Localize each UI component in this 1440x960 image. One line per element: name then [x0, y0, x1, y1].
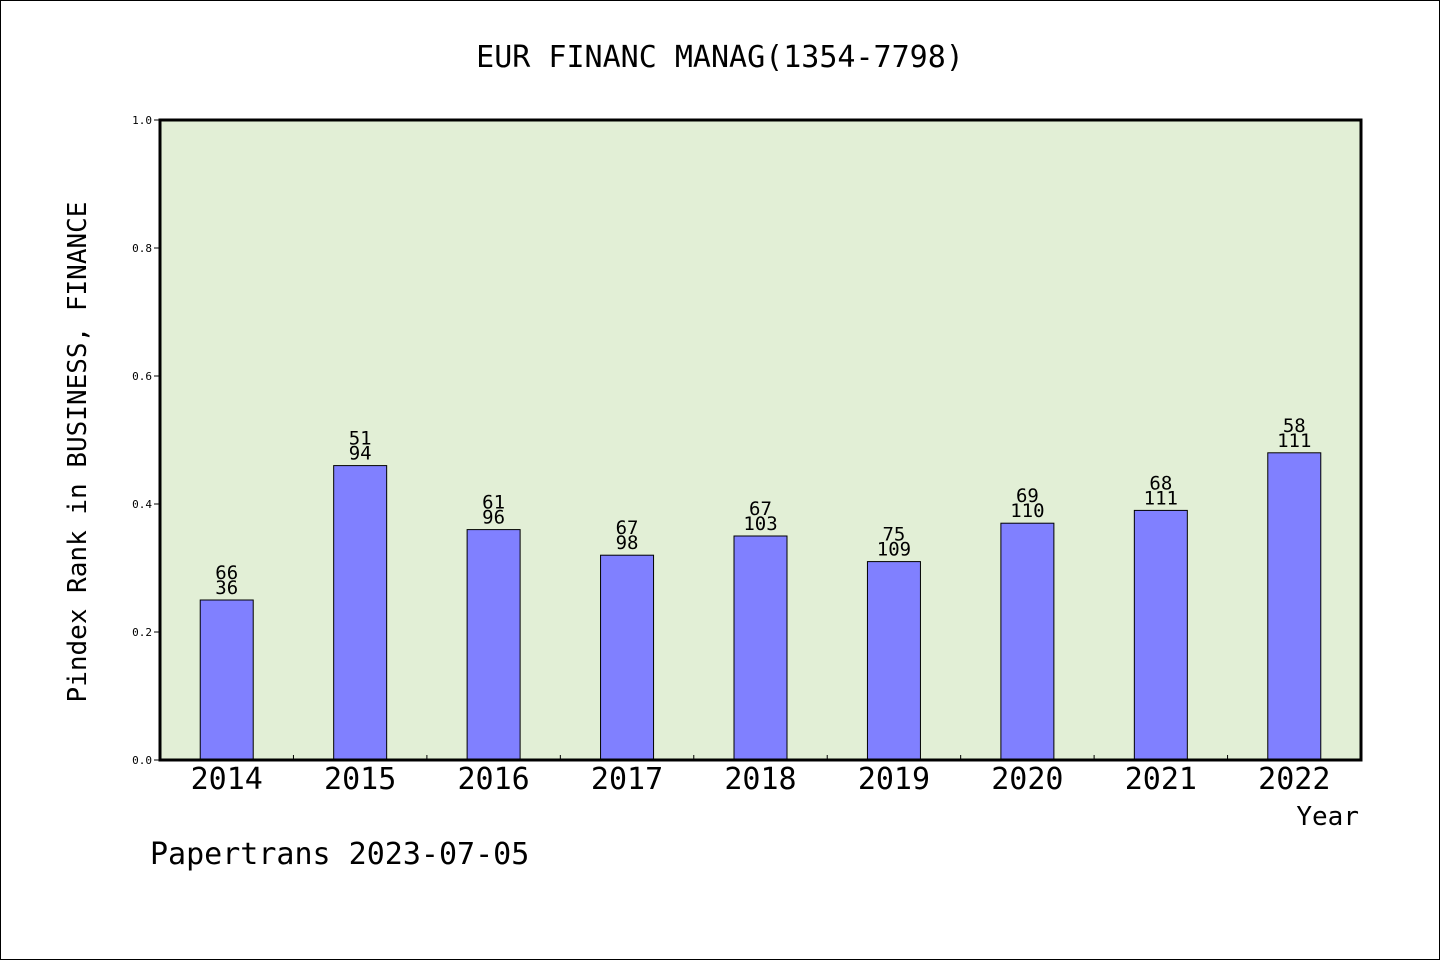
bar-2014	[199, 599, 254, 761]
chart-title: EUR FINANC MANAG(1354-7798)	[476, 40, 964, 75]
bar-2020	[1000, 522, 1055, 761]
x-tick-label: 2022	[1258, 762, 1330, 797]
x-axis-label: Year	[1296, 802, 1359, 832]
bar-label-bottom: 111	[1277, 430, 1311, 452]
bar-label-top: 51	[349, 428, 372, 450]
x-tick-label: 2018	[724, 762, 796, 797]
bar-label-top: 68	[1149, 472, 1172, 494]
y-tick-label: 1.0	[132, 114, 152, 127]
bar-2016	[466, 529, 521, 761]
bar-label-bottom: 103	[743, 513, 777, 535]
bar-label-bottom: 110	[1010, 500, 1044, 522]
bar-label-top: 67	[616, 517, 639, 539]
plot-border	[158, 118, 1363, 762]
bar-2017	[600, 554, 655, 761]
footer-credit: Papertrans 2023-07-05	[150, 837, 529, 872]
bar-2022	[1267, 452, 1322, 761]
x-tick-label: 2019	[858, 762, 930, 797]
bar-label-top: 61	[482, 492, 505, 514]
bar-2021	[1133, 509, 1188, 761]
bar-label-top: 75	[882, 524, 905, 546]
y-axis-label: Pindex Rank in BUSINESS, FINANCE	[63, 202, 93, 703]
y-tick-label: 0.0	[132, 754, 152, 767]
bar-label-top: 67	[749, 498, 772, 520]
y-tick-label: 0.4	[132, 498, 152, 511]
bar-label-top: 69	[1016, 485, 1039, 507]
x-axis-ticks: 2014 2015 2016 2017 2018 2019 2020 2021 2022	[191, 755, 1330, 797]
bar-label-bottom: 94	[349, 443, 372, 465]
x-tick-label: 2021	[1125, 762, 1197, 797]
bar-label-bottom: 96	[482, 507, 505, 529]
bar-2015	[333, 465, 388, 761]
bar-2018	[733, 535, 788, 761]
x-tick-label: 2016	[457, 762, 529, 797]
x-tick-label: 2020	[991, 762, 1063, 797]
x-tick-label: 2017	[591, 762, 663, 797]
bar-label-top: 58	[1283, 415, 1306, 437]
bar-label-bottom: 109	[877, 539, 911, 561]
bar-label-top: 66	[215, 562, 238, 584]
y-tick-label: 0.8	[132, 242, 152, 255]
bar-2019	[866, 561, 921, 761]
y-axis-ticks: 0.0 0.2 0.4 0.6 0.8 1.0	[132, 114, 160, 767]
bars-group	[199, 452, 1322, 761]
y-tick-label: 0.6	[132, 370, 152, 383]
x-tick-label: 2015	[324, 762, 396, 797]
bar-label-bottom: 111	[1144, 487, 1178, 509]
bar-label-bottom: 36	[215, 577, 238, 599]
x-tick-label: 2014	[191, 762, 263, 797]
bar-label-bottom: 98	[616, 532, 639, 554]
y-tick-label: 0.2	[132, 626, 152, 639]
